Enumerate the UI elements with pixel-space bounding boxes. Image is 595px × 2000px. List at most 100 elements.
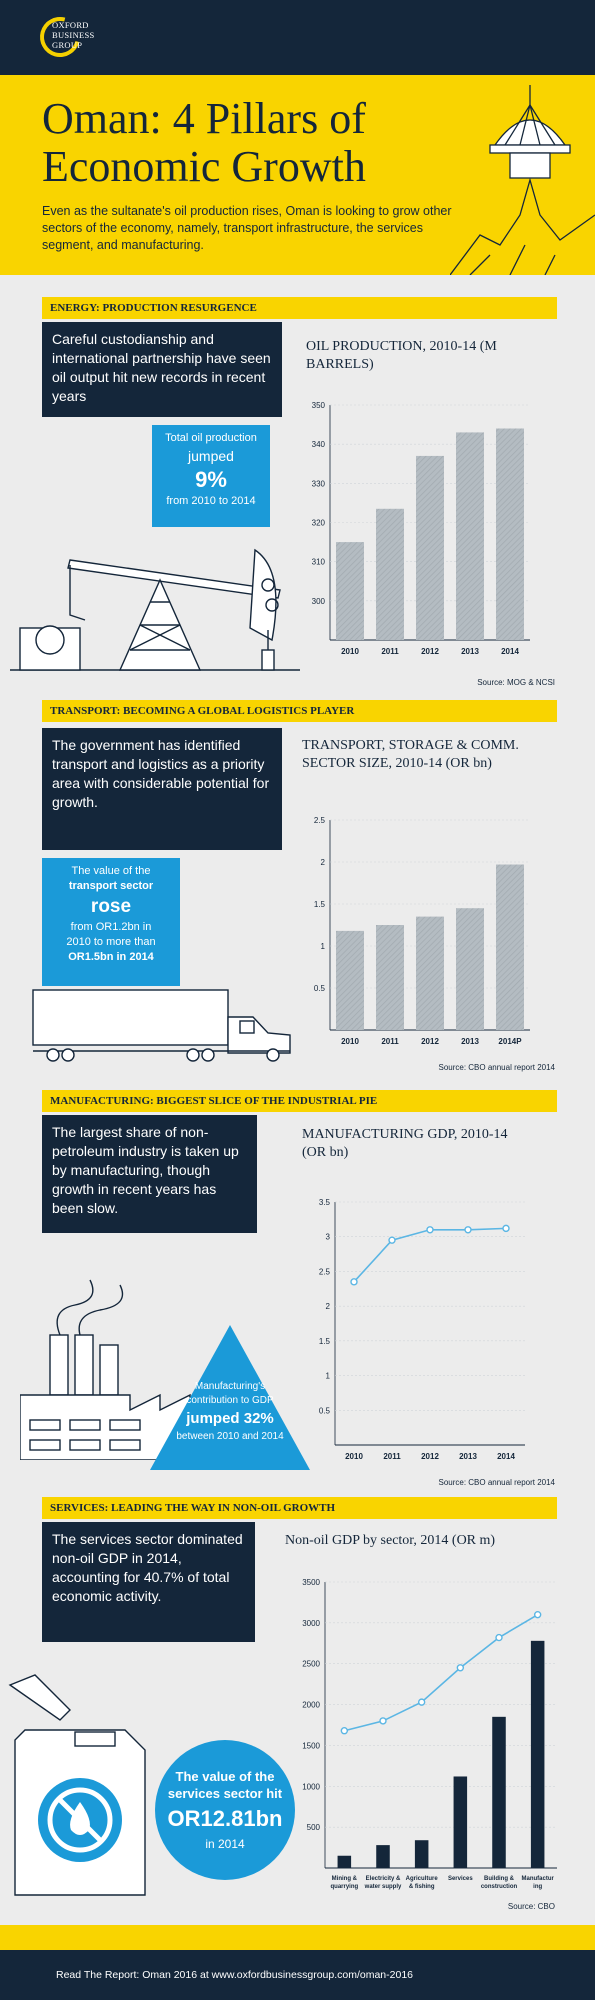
y-tick-label: 1.5 [314,900,326,909]
y-tick-label: 310 [312,558,326,567]
manufacturing-callout-line-1: Manufacturing's [194,1381,266,1392]
x-tick-label: Building & [484,1876,515,1882]
x-tick-label: Electricity & [366,1876,401,1882]
energy-callout-line-4: from 2010 to 2014 [166,495,256,507]
data-point [533,1610,542,1619]
x-tick-label: 2012 [421,1452,439,1461]
data-point [379,1717,387,1725]
bar [456,432,484,640]
services-callout: The value of the services sector hit OR1… [160,1768,290,1852]
x-tick-label: Mining & [332,1876,358,1882]
x-tick-label: 2014 [501,647,519,656]
top-bar: OXFORD BUSINESS GROUP [0,0,595,75]
y-tick-label: 2 [326,1302,331,1311]
y-tick-label: 1.5 [319,1337,331,1346]
x-tick-label: 2013 [459,1452,477,1461]
services-callout-circle-icon [155,1740,295,1880]
transport-callout-line-1: The value of the [71,865,151,877]
data-point [340,1727,349,1735]
services-source: Source: CBO [507,1902,555,1911]
logo-line-2: BUSINESS [52,30,95,40]
truck-illustration-icon [32,989,291,1062]
page-subtitle: Even as the sultanate's oil production r… [42,204,452,252]
transport-source: Source: CBO annual report 2014 [438,1063,555,1072]
y-tick-label: 3000 [302,1619,320,1628]
data-point [417,1698,426,1706]
data-point [388,1236,396,1244]
fort-dome-illustration-icon [450,85,595,275]
bar [376,925,404,1030]
x-tick-label: 2013 [461,647,479,656]
y-tick-label: 1 [326,1372,331,1381]
transport-intro: The government has identified transport … [42,728,282,850]
services-callout-value: OR12.81bn [167,1806,283,1831]
bar [416,455,444,640]
footer-stripe [0,1925,595,1950]
y-tick-label: 340 [312,440,326,449]
bar [496,428,524,640]
manufacturing-callout-line-4: between 2010 and 2014 [176,1431,284,1442]
manufacturing-section-header: MANUFACTURING: BIGGEST SLICE OF THE INDU… [42,1090,557,1112]
transport-callout-value: rose [90,896,132,917]
transport-chart-title: TRANSPORT, STORAGE & COMM. SECTOR SIZE, … [302,738,519,771]
x-tick-label-line-2: construction [481,1884,518,1890]
y-tick-label: 330 [312,479,326,488]
y-tick-label: 300 [312,597,326,606]
y-tick-label: 350 [312,401,326,410]
page-title: Oman: 4 Pillars of Economic Growth [42,95,462,191]
obg-logo[interactable]: OXFORD BUSINESS GROUP [52,20,152,50]
x-tick-label: 2011 [381,1037,399,1046]
oil-chart-title: OIL PRODUCTION, 2010-14 (M BARRELS) [306,339,497,372]
data-point [495,1633,503,1642]
bar [496,864,524,1030]
services-intro: The services sector dominated non-oil GD… [42,1522,255,1642]
bar [336,542,364,640]
transport-callout-line-6: OR1.5bn in 2014 [68,951,154,963]
logo-line-1: OXFORD [52,20,89,30]
transport-section-header: TRANSPORT: BECOMING A GLOBAL LOGISTICS P… [42,700,557,722]
y-tick-label: 3.5 [319,1198,331,1207]
bar [376,508,404,640]
x-tick-label: 2010 [341,1037,359,1046]
bar [492,1716,506,1868]
bar [337,1855,352,1868]
y-tick-label: 1500 [302,1741,320,1750]
services-callout-line-1: The value of the [175,1769,275,1784]
manufacturing-gdp-chart: 0.5 1 1.5 2 2.5 3 3.5 2010 2011 2012 2013 2014 [319,1198,525,1461]
y-tick-label: 0.5 [314,984,326,993]
manufacturing-callout: Manufacturing's contribution to GDP jump… [165,1380,295,1444]
bar [376,1845,390,1868]
transport-callout-line-4: from OR1.2bn in [70,921,152,933]
x-tick-label: 2013 [461,1037,479,1046]
y-tick-label: 2500 [302,1660,320,1669]
data-point [350,1278,358,1286]
jerrycan-illustration-icon [8,1674,146,1896]
services-chart-title: Non-oil GDP by sector, 2014 (OR m) [285,1533,496,1548]
x-tick-label: Agriculture [406,1876,439,1882]
hero-banner: Oman: 4 Pillars of Economic Growth Even … [0,75,595,275]
data-point [464,1226,472,1234]
energy-intro: Careful custodianship and international … [42,322,282,417]
y-tick-label: 3500 [302,1578,320,1587]
manufacturing-callout-line-2: contribution to GDP [186,1395,274,1406]
y-tick-label: 2.5 [319,1267,331,1276]
data-point [502,1224,510,1233]
x-tick-label-line-2: quarrying [330,1884,358,1890]
y-tick-label: 2.5 [314,816,326,825]
manufacturing-chart-title: MANUFACTURING GDP, 2010-14 (OR bn) [302,1127,508,1160]
x-tick-label: 2011 [381,647,399,656]
transport-callout-line-2: transport sector [68,880,154,892]
manufacturing-callout-triangle-icon [150,1325,310,1470]
footer-link[interactable]: Read The Report: Oman 2016 at www.oxford… [0,1950,595,2000]
y-tick-label: 1000 [302,1782,320,1791]
y-tick-label: 320 [312,519,326,528]
y-tick-label: 2000 [302,1701,320,1710]
data-point [456,1664,465,1672]
x-tick-label: 2014 [497,1452,515,1461]
y-tick-label: 2 [321,858,326,867]
bar [414,1840,429,1868]
energy-callout-line-1: Total oil production [165,432,257,444]
data-point [426,1226,434,1234]
logo-line-3: GROUP [52,40,83,50]
energy-source: Source: MOG & NCSI [477,678,555,687]
